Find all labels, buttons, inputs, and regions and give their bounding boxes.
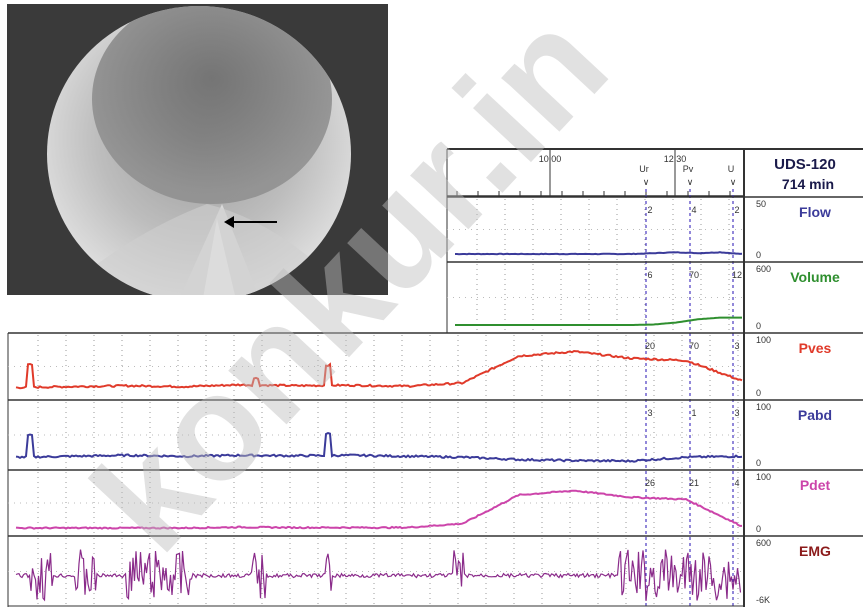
- value-readout: 1: [691, 408, 696, 418]
- value-readout: 21: [689, 478, 699, 488]
- arrow-icon: [224, 216, 277, 228]
- time-tick-label: 12:30: [664, 154, 687, 164]
- value-readout: 4: [691, 205, 696, 215]
- value-readout: 2: [647, 205, 652, 215]
- event-marker-chevron: ∨: [643, 177, 650, 187]
- duration-label: 714 min: [782, 176, 834, 192]
- channel-label-pabd: Pabd: [798, 407, 832, 423]
- scale-bottom-label: 0: [756, 250, 761, 260]
- scale-top-label: 600: [756, 538, 771, 548]
- time-tick-label: 10:00: [539, 154, 562, 164]
- trace-flow: [455, 251, 743, 256]
- trace-volume: [455, 316, 742, 326]
- value-readout: 3: [734, 408, 739, 418]
- device-label: UDS-120: [774, 156, 836, 173]
- channel-label-pdet: Pdet: [800, 477, 831, 493]
- event-marker-label: U: [728, 164, 735, 174]
- value-readout: 70: [689, 341, 699, 351]
- value-readout: 4: [734, 478, 739, 488]
- endoscopic-image-panel: [7, 4, 388, 302]
- value-readout: 70: [689, 270, 699, 280]
- value-readout: 3: [647, 408, 652, 418]
- scale-bottom-label: 0: [756, 321, 761, 331]
- event-marker-label: Ur: [639, 164, 649, 174]
- scale-top-label: 100: [756, 402, 771, 412]
- event-marker-chevron: ∨: [687, 177, 694, 187]
- event-marker-label: Pv: [683, 164, 694, 174]
- value-readout: 20: [645, 341, 655, 351]
- trace-pabd: [15, 432, 743, 463]
- channel-label-flow: Flow: [799, 204, 831, 220]
- channel-label-volume: Volume: [790, 269, 840, 285]
- trace-pdet: [15, 489, 742, 530]
- channel-label-emg: EMG: [799, 543, 831, 559]
- trace-pves: [15, 349, 743, 390]
- channel-label-pves: Pves: [799, 340, 832, 356]
- scale-top-label: 50: [756, 199, 766, 209]
- event-marker-chevron: ∨: [730, 177, 737, 187]
- scale-top-label: 100: [756, 472, 771, 482]
- value-readout: 2: [734, 205, 739, 215]
- trace-emg: [15, 549, 742, 602]
- value-readout: 26: [645, 478, 655, 488]
- scale-top-label: 100: [756, 335, 771, 345]
- scale-bottom-label: 0: [756, 524, 761, 534]
- scale-bottom-label: 0: [756, 388, 761, 398]
- endoscopic-image: [47, 6, 351, 302]
- value-readout: 12: [732, 270, 742, 280]
- scale-top-label: 600: [756, 264, 771, 274]
- value-readout: 3: [734, 341, 739, 351]
- scale-bottom-label: -6K: [756, 595, 770, 605]
- value-readout: 6: [647, 270, 652, 280]
- scale-bottom-label: 0: [756, 458, 761, 468]
